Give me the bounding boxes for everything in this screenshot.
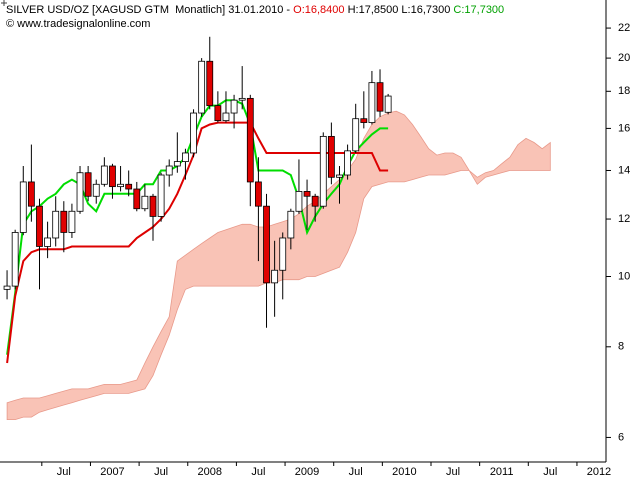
candle-body (60, 210, 68, 233)
candle-body (336, 174, 343, 178)
x-tick-label: Jul (543, 466, 557, 478)
chart-title: SILVER USD/OZ [XAGUSD GTM Monatlich] (6, 4, 226, 16)
candle-body (68, 210, 76, 233)
corner-icon (1, 0, 7, 6)
candle-body (100, 165, 108, 185)
candle-body (198, 60, 206, 114)
x-tick-label: Jul (57, 466, 71, 478)
candle-body (303, 191, 311, 197)
x-tick-label: 2008 (198, 466, 222, 478)
x-tick-label: Jul (251, 466, 265, 478)
y-tick-label: 18 (618, 85, 630, 97)
candle-body (230, 99, 238, 114)
high-label: H:17,8500 (347, 4, 399, 16)
candle-body (352, 118, 360, 152)
candle-body (384, 95, 392, 113)
candle-body (206, 60, 214, 107)
candle-body (238, 97, 246, 101)
candle-body (222, 112, 230, 122)
candle-body (190, 112, 197, 154)
candle-body (36, 205, 43, 247)
x-tick-label: Jul (446, 466, 460, 478)
candle-body (311, 195, 319, 207)
y-tick-label: 8 (618, 341, 624, 353)
x-tick-label: 2010 (392, 466, 416, 478)
candle-body (117, 183, 124, 188)
low-label: L:16,7300 (401, 4, 451, 16)
candle-body (76, 172, 84, 212)
candle-body (11, 232, 19, 287)
candle-body (52, 210, 60, 239)
candle-body (92, 183, 100, 197)
candle-body (295, 191, 303, 212)
candle-body (157, 174, 165, 217)
y-tick-label: 14 (618, 164, 630, 176)
candle-body (125, 183, 133, 190)
cloud (6, 110, 551, 420)
open-label: O:16,8400 (293, 4, 345, 16)
y-tick-label: 16 (618, 122, 630, 134)
candle-body (376, 82, 384, 112)
candle-body (173, 161, 181, 167)
x-tick-label: 2012 (587, 466, 611, 478)
candle-body (344, 150, 351, 176)
x-tick-label: 2011 (490, 466, 514, 478)
candle-body (263, 205, 270, 284)
candle-body (3, 285, 11, 290)
candle-body (319, 135, 327, 207)
candle-body (214, 105, 222, 122)
candle-body (149, 195, 157, 217)
x-tick-label: Jul (349, 466, 363, 478)
x-tick-label: 2009 (295, 466, 319, 478)
candle-body (271, 269, 279, 284)
candle-body (44, 237, 51, 247)
candle-body (19, 181, 27, 233)
candle-body (141, 195, 149, 210)
close-label: C:17,7300 (453, 4, 505, 16)
y-tick-label: 6 (618, 431, 624, 443)
candle-body (133, 188, 141, 210)
candle-body (327, 135, 335, 178)
plot (3, 36, 551, 420)
y-tick-label: 10 (618, 270, 630, 282)
x-tick-label: Jul (154, 466, 168, 478)
candle-body (27, 181, 35, 207)
date: 31.01.2010 - (228, 4, 291, 16)
source: © www.tradesignalonline.com (6, 18, 151, 30)
candle-body (255, 181, 262, 207)
candle-body (109, 165, 116, 188)
candle-body (182, 152, 189, 163)
y-tick-label: 20 (618, 52, 630, 64)
header: SILVER USD/OZ [XAGUSD GTM Monatlich] 31.… (6, 3, 504, 31)
candle-body (165, 165, 173, 176)
y-tick-label: 22 (618, 22, 630, 34)
candle-body (246, 97, 254, 183)
y-tick-label: 12 (618, 213, 630, 225)
candle-body (368, 82, 376, 123)
candle-body (287, 210, 295, 239)
candle-body (84, 172, 92, 197)
candle-body (360, 118, 368, 123)
candle-body (279, 237, 287, 271)
x-tick-label: 2007 (100, 466, 124, 478)
